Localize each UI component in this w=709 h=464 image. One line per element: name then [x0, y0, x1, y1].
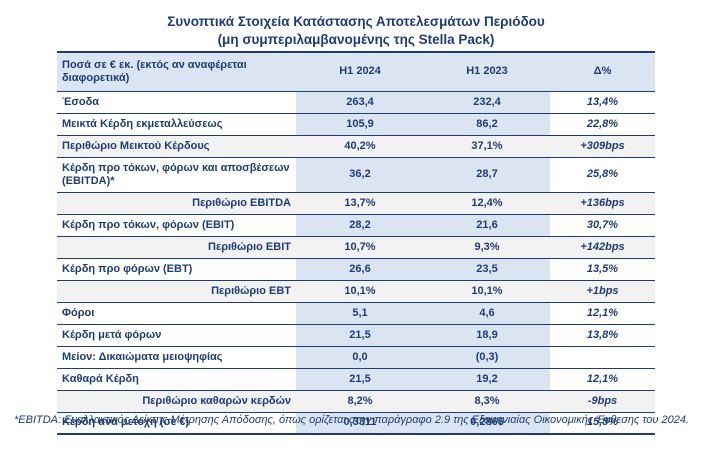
value-delta: 12,1% — [550, 302, 655, 325]
table-row-gross-profit: Μεικτά Κέρδη εκμεταλλεύσεως 105,9 86,2 2… — [57, 113, 655, 136]
value-h1-2024: 21,5 — [296, 368, 424, 391]
financial-summary-table: Ποσά σε € εκ. (εκτός αν αναφέρεται διαφο… — [57, 51, 655, 435]
row-label: Φόροι — [57, 302, 296, 325]
value-h1-2024: 0,3311 — [296, 412, 424, 435]
page-title-line2: (μη συμπεριλαμβανομένης της Stella Pack) — [217, 31, 495, 47]
value-h1-2024: 0,0 — [296, 346, 424, 369]
value-h1-2023: 232,4 — [424, 91, 550, 114]
value-delta: 25,8% — [550, 157, 655, 193]
value-h1-2024: 5,1 — [296, 302, 424, 325]
table-row-ebitda-margin: Περιθώριο EBITDA 13,7% 12,4% +136bps — [57, 192, 655, 215]
value-delta: -9bps — [550, 390, 655, 413]
table-row-ebt-margin: Περιθώριο EBT 10,1% 10,1% +1bps — [57, 280, 655, 303]
value-h1-2023: 21,6 — [424, 214, 550, 237]
value-h1-2024: 263,4 — [296, 91, 424, 114]
value-delta: +142bps — [550, 236, 655, 259]
value-delta: 13,4% — [550, 91, 655, 114]
table-row-ebit: Κέρδη προ τόκων, φόρων (EBIT) 28,2 21,6 … — [57, 214, 655, 237]
row-label: Περιθώριο καθαρών κερδών — [57, 390, 296, 413]
value-delta: 22,8% — [550, 113, 655, 136]
value-h1-2024: 36,2 — [296, 157, 424, 193]
value-h1-2023: 86,2 — [424, 113, 550, 136]
value-h1-2024: 26,6 — [296, 258, 424, 281]
value-h1-2023: 12,4% — [424, 192, 550, 215]
row-label: Περιθώριο EBITDA — [57, 192, 296, 215]
value-delta: +136bps — [550, 192, 655, 215]
value-h1-2024: 10,7% — [296, 236, 424, 259]
header-h1-2023: H1 2023 — [424, 52, 550, 92]
ebitda-footnote: *EBITDA: Εναλλακτικός Δείκτης Μέτρησης Α… — [14, 414, 690, 426]
row-label: Περιθώριο EBIT — [57, 236, 296, 259]
row-label: Μεικτά Κέρδη εκμεταλλεύσεως — [57, 113, 296, 136]
table-row-ebit-margin: Περιθώριο EBIT 10,7% 9,3% +142bps — [57, 236, 655, 259]
value-h1-2023: 37,1% — [424, 135, 550, 158]
value-delta: +1bps — [550, 280, 655, 303]
value-h1-2024: 13,7% — [296, 192, 424, 215]
value-h1-2023: (0,3) — [424, 346, 550, 369]
value-h1-2024: 21,5 — [296, 324, 424, 347]
header-h1-2024: H1 2024 — [296, 52, 424, 92]
table-row-revenue: Έσοδα 263,4 232,4 13,4% — [57, 91, 655, 114]
value-delta: 15,5% — [550, 412, 655, 435]
value-h1-2023: 23,5 — [424, 258, 550, 281]
value-h1-2023: 0,2866 — [424, 412, 550, 435]
row-label: Περιθώριο Μεικτού Κέρδους — [57, 135, 296, 158]
row-label: Κέρδη μετά φόρων — [57, 324, 296, 347]
table-row-eps: Κέρδη ανά μετοχή (σε €) 0,3311 0,2866 15… — [57, 412, 655, 435]
value-h1-2023: 28,7 — [424, 157, 550, 193]
header-delta-pct: Δ% — [550, 52, 655, 92]
value-delta: 12,1% — [550, 368, 655, 391]
table-row-ebitda: Κέρδη προ τόκων, φόρων και αποσβέσεων (E… — [57, 157, 655, 193]
table-row-ebt: Κέρδη προ φόρων (EBT) 26,6 23,5 13,5% — [57, 258, 655, 281]
value-h1-2024: 105,9 — [296, 113, 424, 136]
value-h1-2023: 9,3% — [424, 236, 550, 259]
value-h1-2024: 40,2% — [296, 135, 424, 158]
table-row-taxes: Φόροι 5,1 4,6 12,1% — [57, 302, 655, 325]
row-label: Κέρδη προ τόκων, φόρων και αποσβέσεων (E… — [57, 157, 296, 193]
value-h1-2023: 18,9 — [424, 324, 550, 347]
value-h1-2023: 8,3% — [424, 390, 550, 413]
value-h1-2023: 10,1% — [424, 280, 550, 303]
value-h1-2024: 10,1% — [296, 280, 424, 303]
table-row-net-profit: Καθαρά Κέρδη 21,5 19,2 12,1% — [57, 368, 655, 391]
row-label: Κέρδη ανά μετοχή (σε €) — [57, 412, 296, 435]
page-title-line1: Συνοπτικά Στοιχεία Κατάστασης Αποτελεσμά… — [167, 14, 545, 29]
value-h1-2024: 8,2% — [296, 390, 424, 413]
table-row-gross-margin: Περιθώριο Μεικτού Κέρδους 40,2% 37,1% +3… — [57, 135, 655, 158]
value-delta — [550, 346, 655, 369]
value-delta: 13,8% — [550, 324, 655, 347]
value-h1-2023: 4,6 — [424, 302, 550, 325]
value-delta: 13,5% — [550, 258, 655, 281]
page-title: Συνοπτικά Στοιχεία Κατάστασης Αποτελεσμά… — [57, 13, 655, 48]
row-label: Καθαρά Κέρδη — [57, 368, 296, 391]
value-delta: +309bps — [550, 135, 655, 158]
value-h1-2024: 28,2 — [296, 214, 424, 237]
header-units-note: Ποσά σε € εκ. (εκτός αν αναφέρεται διαφο… — [57, 52, 296, 92]
row-label: Κέρδη προ φόρων (EBT) — [57, 258, 296, 281]
table-row-profit-after-tax: Κέρδη μετά φόρων 21,5 18,9 13,8% — [57, 324, 655, 347]
table-row-net-margin: Περιθώριο καθαρών κερδών 8,2% 8,3% -9bps — [57, 390, 655, 413]
row-label: Κέρδη προ τόκων, φόρων (EBIT) — [57, 214, 296, 237]
table-row-minority-interests: Μείον: Δικαιώματα μειοψηφίας 0,0 (0,3) — [57, 346, 655, 369]
value-h1-2023: 19,2 — [424, 368, 550, 391]
value-delta: 30,7% — [550, 214, 655, 237]
row-label: Μείον: Δικαιώματα μειοψηφίας — [57, 346, 296, 369]
row-label: Έσοδα — [57, 91, 296, 114]
row-label: Περιθώριο EBT — [57, 280, 296, 303]
table-header-row: Ποσά σε € εκ. (εκτός αν αναφέρεται διαφο… — [57, 52, 655, 92]
